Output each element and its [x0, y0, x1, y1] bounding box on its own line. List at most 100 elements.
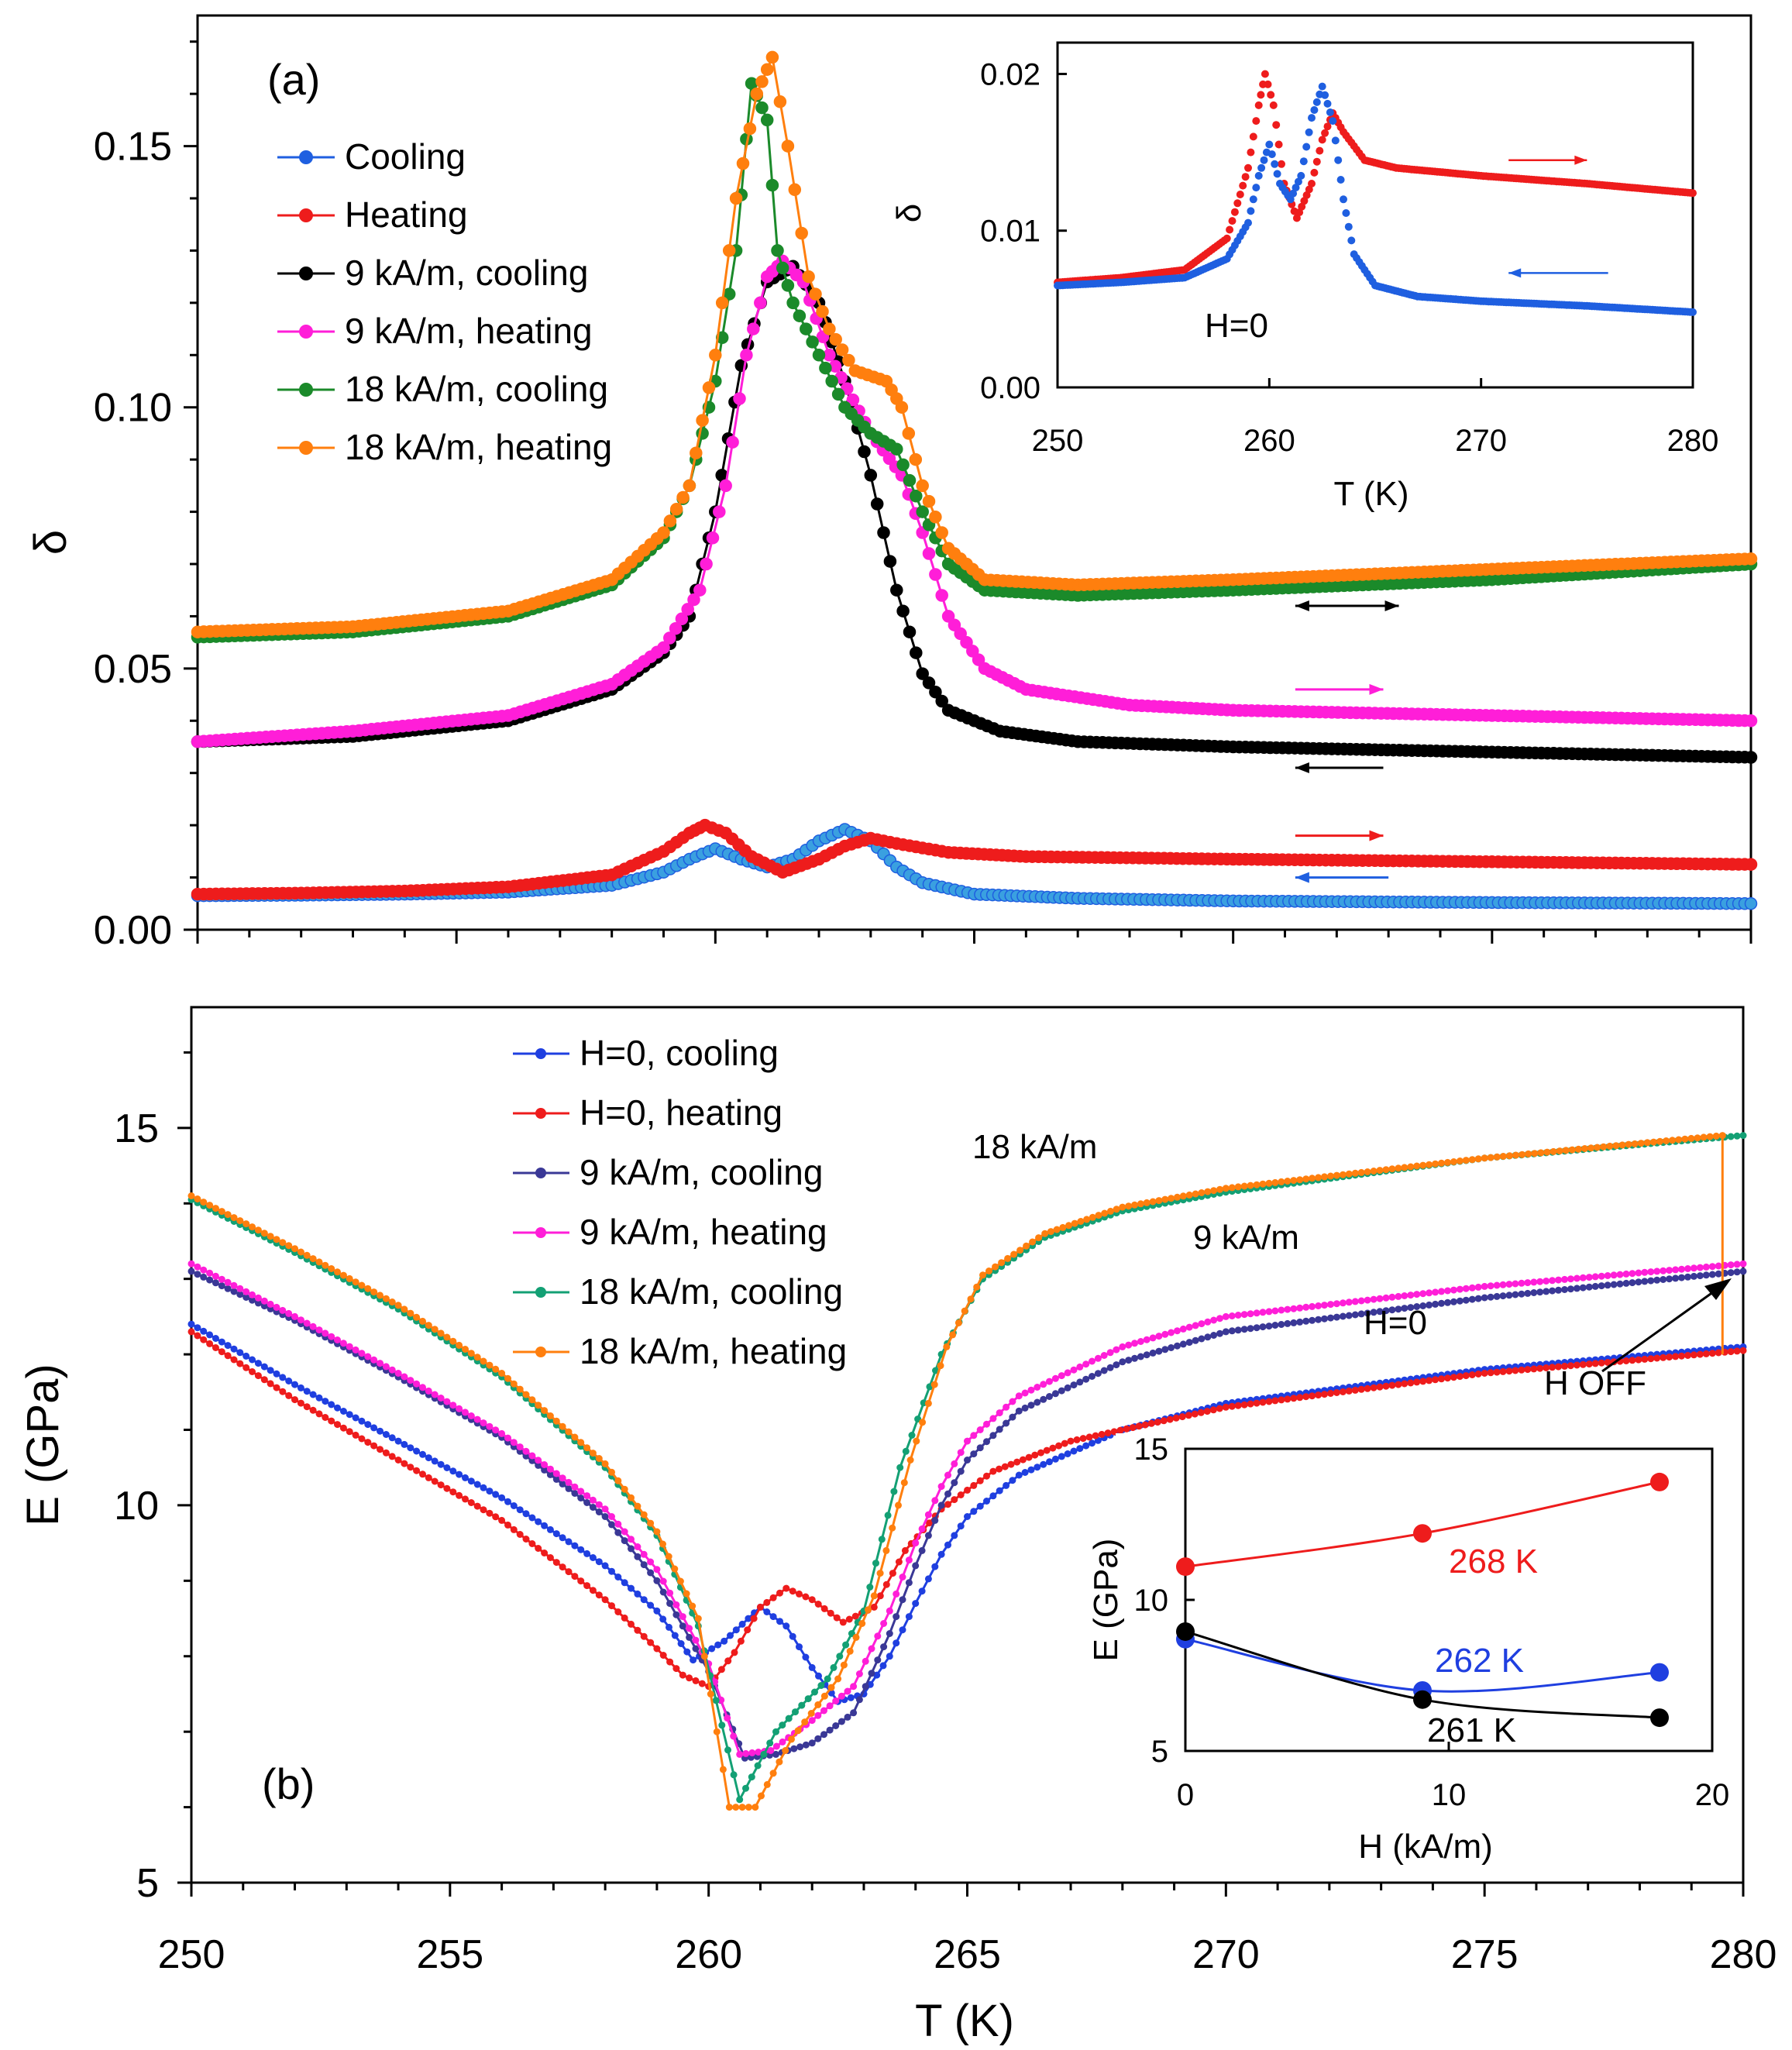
panel-b-data-point: [1669, 1137, 1677, 1144]
panel-b-data-point: [1681, 1135, 1689, 1143]
panel-b-data-point: [583, 1550, 591, 1557]
legend-marker: [299, 208, 313, 222]
panel-b-data-point: [1222, 1185, 1230, 1192]
panel-b-data-point: [407, 1309, 414, 1317]
panel-b-data-point: [1524, 1366, 1532, 1374]
legend-label: 9 kA/m, cooling: [580, 1152, 823, 1192]
panel-b-data-point: [672, 1611, 680, 1618]
panel-b-data-point: [1579, 1360, 1587, 1368]
panel-b-data-point: [1357, 1310, 1365, 1318]
panel-a-series-heating: [191, 818, 1758, 901]
panel-b-data-point: [951, 1460, 958, 1467]
panel-b-data-point: [1432, 1376, 1439, 1384]
panel-b-data-point: [291, 1381, 298, 1388]
panel-b-data-point: [1388, 1293, 1396, 1301]
panel-a-data-point: [696, 414, 709, 427]
panel-b-data-point: [1401, 1292, 1408, 1299]
panel-b-data-point: [731, 1649, 738, 1656]
panel-b-data-point: [901, 1546, 909, 1554]
panel-b-data-point: [224, 1278, 232, 1286]
panel-b-inset-y-tick-label: 15: [1134, 1433, 1169, 1467]
panel-b-data-point: [1712, 1132, 1720, 1140]
panel-b-data-point: [653, 1645, 661, 1653]
panel-b-data-point: [437, 1395, 445, 1402]
panel-b-data-point: [249, 1356, 256, 1364]
panel-b-data-point: [937, 1483, 945, 1491]
panel-b-inset-y-axis-title: E (GPa): [1087, 1539, 1125, 1662]
panel-b-data-point: [1519, 1151, 1526, 1158]
panel-b-data-point: [1204, 1318, 1212, 1326]
panel-b-data-point: [970, 1508, 978, 1515]
panel-b-data-point: [742, 1784, 749, 1792]
panel-a-data-point: [910, 646, 923, 659]
panel-b-data-point: [666, 1589, 674, 1597]
panel-b-data-point: [546, 1412, 554, 1419]
panel-b-data-point: [377, 1427, 384, 1435]
panel-b-data-point: [671, 1632, 679, 1639]
panel-b-data-point: [1116, 1426, 1124, 1434]
panel-b-data-point: [608, 1602, 615, 1610]
panel-b-data-point: [254, 1299, 262, 1307]
panel-b-inset-x-axis-title: H (kA/m): [1358, 1828, 1493, 1866]
panel-b-data-point: [804, 1695, 812, 1703]
panel-a-data-point: [771, 244, 784, 257]
panel-b-data-point: [796, 1743, 804, 1751]
panel-b-data-point: [315, 1410, 323, 1418]
legend-label: 18 kA/m, cooling: [345, 369, 608, 409]
panel-b-data-point: [541, 1407, 549, 1415]
panel-b-data-point: [1333, 1313, 1340, 1321]
panel-a-inset-x-axis-title: T (K): [1334, 475, 1409, 513]
panel-b-data-point: [1432, 1300, 1439, 1308]
panel-b-data-point: [844, 1687, 851, 1695]
panel-a-data-point: [702, 381, 716, 394]
panel-b-data-point: [1407, 1304, 1415, 1312]
panel-b-data-point: [1185, 1412, 1192, 1419]
panel-b-data-point: [1629, 1357, 1636, 1364]
legend-label: 9 kA/m, cooling: [345, 253, 588, 293]
panel-b-data-point: [832, 1722, 840, 1729]
panel-b-data-point: [1161, 1346, 1169, 1353]
panel-b-data-point: [1021, 1469, 1029, 1476]
panel-b-data-point: [1594, 1144, 1601, 1151]
panel-b-data-point: [1702, 1263, 1710, 1271]
panel-b-data-point: [730, 1771, 738, 1779]
panel-b-data-point: [721, 1637, 728, 1645]
panel-b-x-axis-title: T (K): [915, 1996, 1014, 2046]
panel-a-inset-data-point: [1254, 101, 1263, 109]
panel-b-data-point: [924, 1575, 932, 1583]
panel-b-data-point: [1550, 1147, 1557, 1155]
legend-label: 9 kA/m, heating: [345, 311, 593, 351]
panel-a-data-point: [883, 555, 897, 568]
panel-b-data-point: [801, 1718, 809, 1726]
panel-b-data-point: [1296, 1318, 1304, 1326]
panel-b-data-point: [1309, 1392, 1316, 1400]
panel-b-data-point: [1071, 1219, 1078, 1227]
panel-b-data-point: [1678, 1265, 1685, 1273]
panel-b-data-point: [826, 1726, 834, 1734]
panel-a-inset-y-tick-label: 0.02: [980, 57, 1040, 91]
panel-b-data-point: [1543, 1364, 1550, 1371]
panel-b-data-point: [382, 1431, 390, 1438]
panel-b-data-point: [1585, 1360, 1593, 1368]
panel-a-inset-data-point: [1689, 189, 1697, 198]
panel-b-data-point: [1395, 1292, 1402, 1300]
panel-b-data-point: [1168, 1344, 1175, 1351]
panel-b-data-point: [601, 1596, 609, 1604]
panel-b-data-point: [443, 1333, 451, 1341]
panel-a-inset-data-point: [1244, 218, 1252, 227]
panel-b-data-point: [672, 1601, 680, 1608]
panel-b-data-point: [1179, 1340, 1187, 1348]
panel-b-data-point: [1499, 1292, 1507, 1300]
panel-b-data-point: [565, 1478, 573, 1486]
panel-b-data-point: [480, 1357, 487, 1365]
panel-b-data-point: [249, 1223, 256, 1231]
panel-b-data-point: [957, 1467, 965, 1475]
panel-b-data-point: [212, 1205, 219, 1212]
panel-a-data-point: [675, 612, 689, 626]
panel-b-data-point: [577, 1577, 585, 1585]
panel-b-data-point: [437, 1460, 445, 1468]
panel-b-data-point: [473, 1353, 481, 1361]
panel-b-data-point: [1462, 1296, 1470, 1304]
panel-b-inset-data-point: [1413, 1690, 1432, 1709]
panel-b-data-point: [504, 1521, 511, 1529]
